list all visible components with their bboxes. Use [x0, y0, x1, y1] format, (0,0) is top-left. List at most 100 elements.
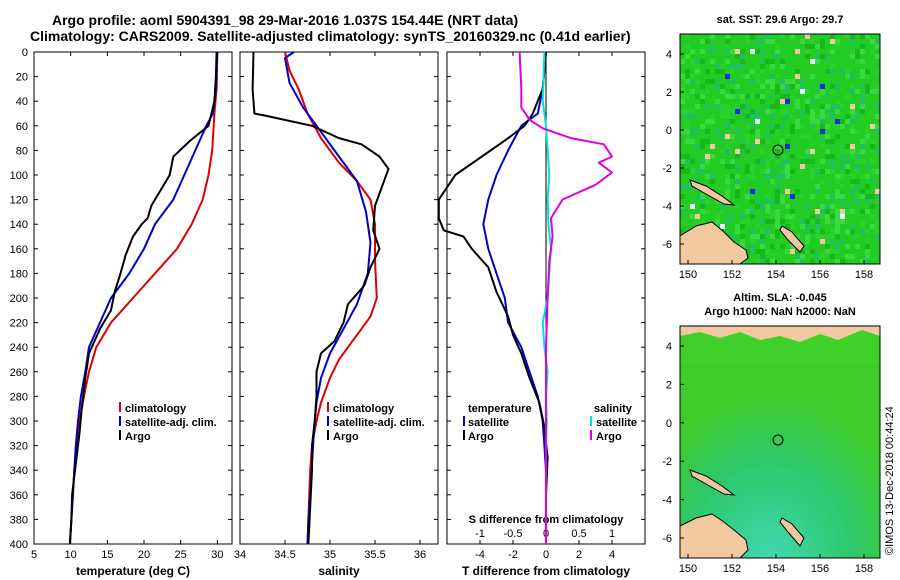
sst-cell — [860, 229, 865, 234]
sst-cell — [860, 69, 865, 74]
sst-cell — [830, 49, 835, 54]
sst-cell — [690, 204, 695, 209]
sst-cell — [725, 34, 730, 39]
sst-cell — [820, 144, 825, 149]
series-line-argo — [251, 51, 390, 545]
sst-cell — [820, 119, 825, 124]
sst-cell — [850, 109, 855, 114]
sst-cell — [720, 134, 725, 139]
sst-cell — [865, 89, 870, 94]
sst-map — [679, 33, 881, 265]
sst-cell — [690, 129, 695, 134]
sst-cell — [725, 219, 730, 224]
sst-cell — [685, 154, 690, 159]
sst-cell — [705, 164, 710, 169]
sst-cell — [815, 229, 820, 234]
sst-cell — [805, 99, 810, 104]
sst-cell — [705, 139, 710, 144]
sst-cell — [845, 244, 850, 249]
sst-cell — [810, 109, 815, 114]
sst-cell — [830, 164, 835, 169]
sst-cell — [865, 254, 870, 259]
sst-cell — [850, 119, 855, 124]
sst-cell — [835, 189, 840, 194]
sst-cell — [790, 169, 795, 174]
sst-cell — [830, 254, 835, 259]
sst-cell — [875, 124, 880, 129]
sst-cell — [755, 189, 760, 194]
sst-cell — [785, 114, 790, 119]
sst-cell — [710, 44, 715, 49]
sst-cell — [875, 114, 880, 119]
sst-cell — [820, 114, 825, 119]
sst-cell — [825, 124, 830, 129]
sst-cell — [760, 219, 765, 224]
sst-cell — [860, 104, 865, 109]
sst-cell — [780, 174, 785, 179]
sst-cell — [820, 54, 825, 59]
series-line-temperature-satellite — [482, 51, 547, 544]
sst-cell — [850, 224, 855, 229]
sst-cell — [795, 99, 800, 104]
sst-cell — [750, 69, 755, 74]
sst-cell — [835, 214, 840, 219]
sst-cell — [735, 174, 740, 179]
sst-cell — [760, 234, 765, 239]
sst-cell — [845, 34, 850, 39]
sst-cell — [740, 239, 745, 244]
sst-cell — [780, 94, 785, 99]
sst-cell — [795, 119, 800, 124]
sst-cell — [795, 254, 800, 259]
sst-cell — [790, 124, 795, 129]
sst-cell — [845, 159, 850, 164]
sst-cell — [785, 99, 790, 104]
sst-cell — [775, 74, 780, 79]
sst-cell — [680, 169, 685, 174]
sst-cell — [815, 214, 820, 219]
sst-cell — [765, 89, 770, 94]
difference-xlabel: T difference from climatology — [462, 564, 630, 578]
sst-cell — [865, 239, 870, 244]
sst-cell — [695, 59, 700, 64]
sst-cell — [810, 124, 815, 129]
sst-cell — [735, 189, 740, 194]
sst-cell — [815, 209, 820, 214]
sst-cell — [785, 204, 790, 209]
sst-cell — [735, 224, 740, 229]
sst-cell — [770, 219, 775, 224]
sst-cell — [705, 209, 710, 214]
sst-cell — [805, 89, 810, 94]
sst-cell — [770, 154, 775, 159]
sst-cell — [825, 209, 830, 214]
sst-cell — [740, 59, 745, 64]
sst-cell — [700, 99, 705, 104]
depth-tick-label: 220 — [10, 318, 28, 330]
sst-cell — [855, 129, 860, 134]
sst-cell — [825, 214, 830, 219]
map-lon-label: 156 — [811, 269, 829, 281]
sst-cell — [810, 119, 815, 124]
depth-tick-label: 240 — [10, 342, 28, 354]
map-lat-label: 2 — [666, 379, 672, 391]
salinity-xlabel: salinity — [318, 564, 360, 578]
sst-cell — [735, 154, 740, 159]
sst-cell — [715, 214, 720, 219]
sst-cell — [755, 39, 760, 44]
sst-cell — [810, 219, 815, 224]
sst-cell — [850, 104, 855, 109]
sst-cell — [770, 114, 775, 119]
sst-cell — [760, 84, 765, 89]
map-lat-label: 0 — [666, 418, 672, 430]
temp-legend-argo: Argo — [125, 431, 151, 443]
sst-cell — [790, 129, 795, 134]
sst-cell — [825, 69, 830, 74]
sst-cell — [730, 214, 735, 219]
sst-cell — [680, 194, 685, 199]
sst-cell — [740, 244, 745, 249]
sst-cell — [850, 179, 855, 184]
sst-cell — [845, 254, 850, 259]
sst-cell — [755, 49, 760, 54]
sst-cell — [845, 114, 850, 119]
sst-cell — [720, 89, 725, 94]
sst-cell — [810, 44, 815, 49]
